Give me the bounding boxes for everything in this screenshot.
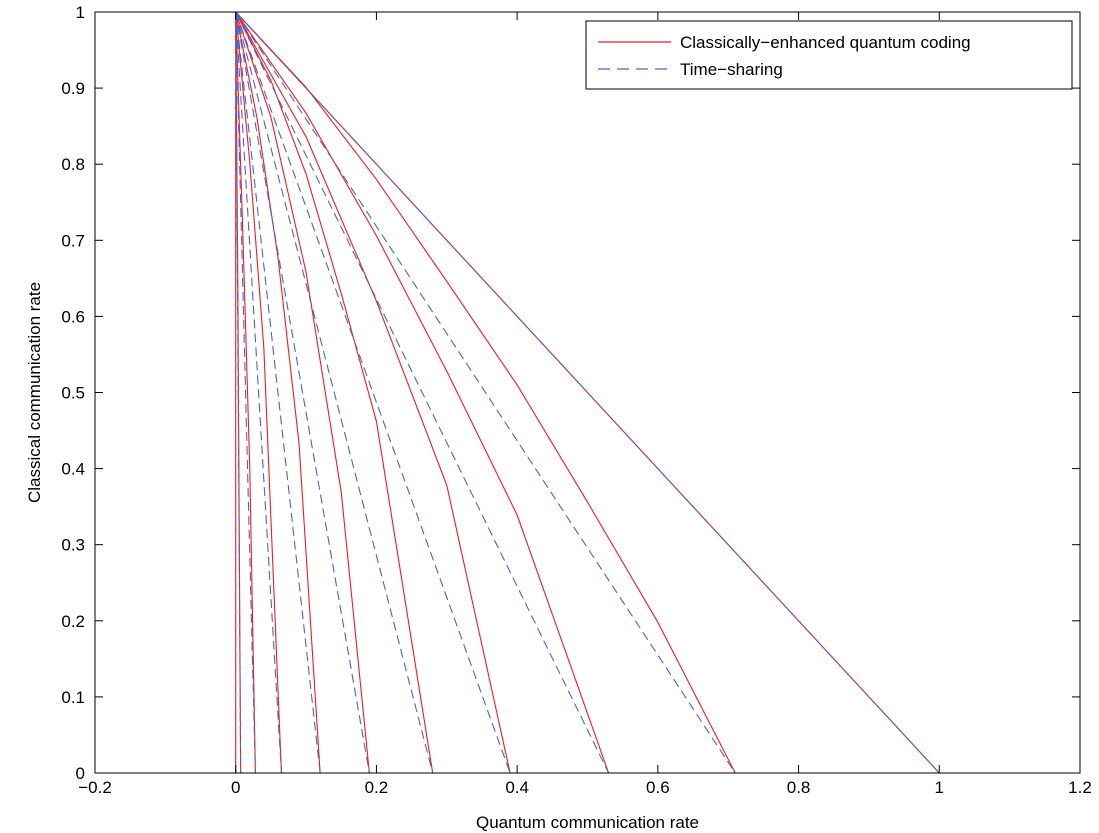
time-sharing-line-18	[235, 11, 282, 774]
x-tick-label: 0.8	[787, 778, 811, 797]
y-tick-label: 0.4	[61, 460, 85, 479]
ticks-layer: −0.2 0 0.2 0.4 0.6 0.8 1 1.200.10.20.30.40.50.6…	[61, 3, 1091, 797]
x-tick-label: 1.2	[1068, 778, 1092, 797]
y-tick-label: 0	[76, 764, 85, 783]
time-sharing-line-13	[235, 11, 610, 774]
y-axis-label: Classical communication rate	[25, 282, 44, 503]
y-tick-label: 0.1	[61, 688, 85, 707]
y-tick-label: 0.2	[61, 612, 85, 631]
x-tick-label: 0.6	[646, 778, 670, 797]
enhanced-coding-line-8	[235, 11, 256, 774]
y-tick-label: 0.5	[61, 384, 85, 403]
enhanced-coding-line-2	[235, 11, 610, 774]
x-tick-label: 1	[935, 778, 944, 797]
x-tick-label: 0.4	[505, 778, 529, 797]
x-tick-label: −0.2	[78, 778, 112, 797]
x-axis-label: Quantum communication rate	[476, 813, 699, 832]
time-sharing-line-15	[235, 11, 434, 774]
y-tick-label: 0.6	[61, 307, 85, 326]
time-sharing-line-16	[235, 11, 370, 774]
y-tick-label: 0.7	[61, 231, 85, 250]
time-sharing-line-20	[235, 11, 242, 774]
x-tick-label: 0	[231, 778, 240, 797]
x-tick-label: 0.2	[365, 778, 389, 797]
enhanced-coding-line-5	[235, 11, 370, 774]
enhanced-coding-line-7	[235, 11, 282, 774]
time-sharing-line-17	[235, 11, 321, 774]
series-layer	[235, 11, 940, 774]
legend-label-time-sharing: Time−sharing	[680, 60, 783, 79]
legend: Classically−enhanced quantum coding Time…	[585, 20, 1073, 90]
y-tick-label: 0.9	[61, 79, 85, 98]
enhanced-coding-line-6	[235, 11, 321, 774]
legend-box	[585, 20, 1073, 90]
y-tick-label: 0.3	[61, 536, 85, 555]
enhanced-coding-line-4	[235, 11, 434, 774]
legend-label-classically-enhanced: Classically−enhanced quantum coding	[680, 33, 971, 52]
time-sharing-line-14	[235, 11, 511, 774]
y-tick-label: 1	[76, 3, 85, 22]
time-sharing-line-11	[235, 11, 940, 774]
y-tick-label: 0.8	[61, 155, 85, 174]
enhanced-coding-line-1	[235, 11, 736, 774]
enhanced-coding-line-3	[235, 11, 511, 774]
time-sharing-line-12	[235, 11, 736, 774]
time-sharing-line-19	[235, 11, 256, 774]
